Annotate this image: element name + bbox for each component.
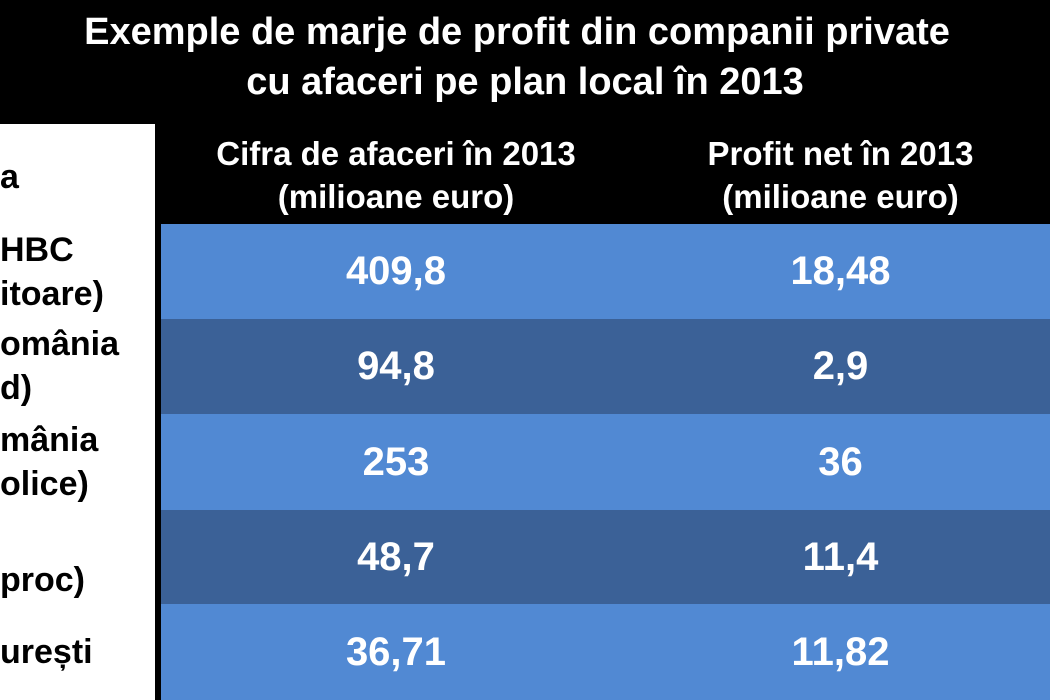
row-label-1-line-1: HBC (0, 231, 74, 269)
table-row: 94,8 2,9 (161, 319, 1050, 414)
table-row: 48,7 11,4 (161, 510, 1050, 604)
table-row: 253 36 (161, 414, 1050, 510)
column-divider (155, 124, 161, 700)
net-profit-cell: 11,4 (802, 534, 879, 579)
title-line-1: Exemple de marje de profit din companii … (84, 11, 950, 53)
row-label-header: a (0, 158, 19, 196)
row-label-3-line-2: olice) (0, 465, 89, 503)
title-line-2: cu afaceri pe plan local în 2013 (246, 61, 804, 103)
turnover-cell: 253 (362, 439, 430, 484)
header-net-profit: Profit net în 2013 (milioane euro) (631, 124, 1050, 224)
turnover-cell: 48,7 (357, 534, 435, 579)
turnover-cell: 94,8 (357, 344, 435, 388)
table-row: 409,8 18,48 (161, 224, 1050, 319)
turnover-cell: 409,8 (345, 249, 447, 293)
row-label-2-line-2: d) (0, 369, 33, 407)
table-row: 36,71 11,82 (161, 604, 1050, 700)
row-label-2-line-1: omânia (0, 325, 120, 363)
net-profit-cell: 18,48 (790, 249, 891, 293)
row-label-5-line-1: urești (0, 633, 93, 671)
net-profit-cell: 11,82 (791, 629, 890, 674)
turnover-cell: 36,71 (345, 629, 447, 674)
net-profit-cell: 2,9 (812, 344, 869, 388)
table-title: Exemple de marje de profit din companii … (0, 0, 1050, 120)
row-label-3-line-1: mânia (0, 421, 99, 459)
header-turnover: Cifra de afaceri în 2013 (milioane euro) (161, 124, 631, 224)
net-profit-cell: 36 (818, 439, 863, 484)
row-label-1-line-2: itoare) (0, 275, 104, 313)
row-label-4-line-2: proc) (0, 561, 85, 599)
row-label-column: a HBC itoare) omânia d) mânia olice) pro… (0, 124, 155, 700)
